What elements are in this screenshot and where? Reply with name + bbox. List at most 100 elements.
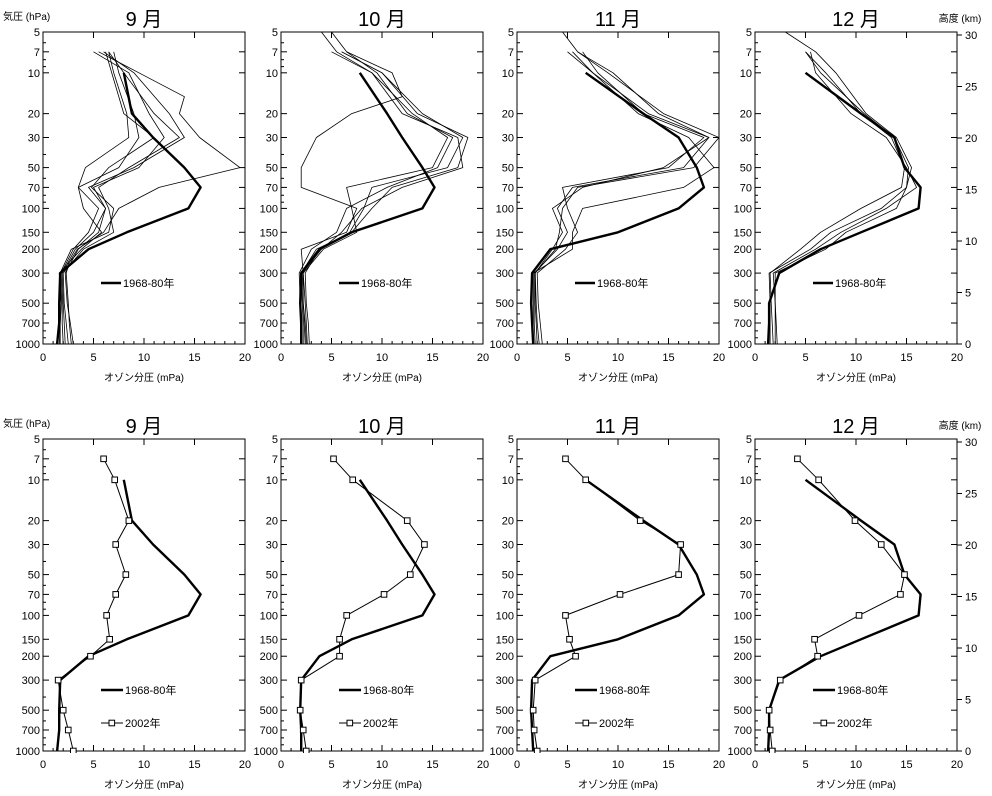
data-point-2002	[111, 476, 119, 484]
pressure-tick-label: 300	[22, 268, 40, 280]
pressure-tick-label: 20	[28, 516, 40, 528]
data-point-2002	[403, 517, 411, 524]
x-tick-label: 5	[802, 352, 808, 364]
x-axis-label: オゾン分圧 (mPa)	[104, 779, 184, 791]
x-tick-label: 15	[662, 759, 674, 771]
data-point-2002	[421, 541, 428, 548]
x-tick-label: 0	[40, 352, 46, 364]
height-tick-label: 10	[965, 236, 977, 248]
pressure-tick-label: 70	[740, 182, 752, 194]
x-tick-label: 20	[239, 352, 251, 364]
pressure-tick-label: 1000	[728, 746, 752, 758]
pressure-tick-label: 30	[502, 133, 514, 145]
pressure-tick-label: 50	[502, 163, 514, 175]
pressure-tick-label: 20	[740, 516, 752, 528]
pressure-tick-label: 1000	[16, 746, 40, 758]
pressure-tick-label: 300	[496, 675, 514, 687]
legend-mean-label: 1968-80年	[123, 276, 174, 290]
data-point-2002	[811, 635, 818, 643]
x-tick-label: 15	[426, 759, 438, 771]
data-point-2002	[336, 635, 343, 643]
pressure-tick-label: 7	[508, 454, 514, 466]
pressure-tick-label: 5	[34, 434, 40, 446]
series-group	[765, 455, 922, 753]
x-axis-label: オゾン分圧 (mPa)	[816, 779, 896, 791]
data-point-2002	[814, 652, 821, 660]
mean-profile-line	[766, 71, 922, 345]
data-point-2002	[851, 517, 859, 524]
pressure-tick-label: 700	[22, 725, 40, 737]
height-tick-label: 25	[965, 489, 977, 501]
pressure-tick-label: 300	[22, 675, 40, 687]
data-point-2002	[675, 571, 682, 578]
individual-profile-line	[533, 51, 710, 345]
x-axis-label: オゾン分圧 (mPa)	[104, 372, 184, 384]
data-point-2002	[566, 635, 573, 643]
legend: 1968-80年 2002年	[813, 683, 888, 730]
pressure-tick-label: 300	[734, 268, 752, 280]
series-group	[296, 455, 436, 753]
pressure-tick-label: 100	[260, 610, 278, 622]
data-point-2002	[877, 541, 885, 548]
pressure-tick-label: 1000	[16, 339, 40, 351]
data-point-2002	[768, 747, 776, 753]
pressure-tick-label: 20	[28, 109, 40, 121]
data-point-2002	[299, 726, 307, 734]
pressure-tick-label: 1000	[254, 339, 278, 351]
profile-2002-line	[299, 458, 425, 752]
pressure-tick-label: 70	[502, 589, 514, 601]
pressure-tick-label: 500	[22, 705, 40, 717]
pressure-tick-label: 100	[22, 610, 40, 622]
legend-mean-label: 1968-80年	[599, 683, 650, 697]
legend-mean-label: 1968-80年	[837, 683, 888, 697]
legend: 1968-80年	[339, 276, 412, 290]
legend-2002-marker	[346, 719, 354, 727]
data-point-2002	[122, 571, 130, 578]
data-point-2002	[302, 747, 310, 753]
individual-profile-line	[772, 51, 917, 345]
series-group	[766, 31, 922, 345]
pressure-tick-label: 200	[496, 651, 514, 663]
height-axis-label: 高度 (km)	[939, 12, 982, 25]
x-tick-label: 5	[328, 759, 334, 771]
data-point-2002	[901, 571, 908, 578]
pressure-tick-label: 200	[22, 244, 40, 256]
x-axis-label: オゾン分圧 (mPa)	[578, 372, 658, 384]
mean-profile-line	[766, 478, 922, 752]
x-tick-label: 0	[514, 759, 520, 771]
x-axis-label: オゾン分圧 (mPa)	[816, 372, 896, 384]
pressure-tick-label: 300	[260, 268, 278, 280]
pressure-tick-label: 70	[266, 589, 278, 601]
individual-profile-line	[536, 51, 705, 345]
pressure-tick-label: 700	[734, 318, 752, 330]
pressure-tick-label: 10	[28, 68, 40, 80]
panel-title: 12 月	[832, 9, 880, 31]
x-tick-label: 10	[612, 759, 624, 771]
pressure-tick-label: 50	[740, 570, 752, 582]
pressure-tick-label: 500	[260, 298, 278, 310]
data-point-2002	[562, 612, 569, 619]
mean-profile-line	[529, 478, 706, 752]
pressure-tick-label: 70	[502, 182, 514, 194]
pressure-tick-label: 500	[734, 705, 752, 717]
legend-mean-label: 1968-80年	[363, 683, 414, 697]
x-tick-label: 10	[376, 759, 388, 771]
individual-profile-line	[534, 31, 710, 345]
pressure-tick-label: 10	[740, 68, 752, 80]
series-group	[54, 455, 202, 753]
pressure-tick-label: 100	[260, 203, 278, 215]
pressure-tick-label: 200	[22, 651, 40, 663]
pressure-tick-label: 5	[746, 434, 752, 446]
pressure-tick-label: 7	[508, 47, 514, 59]
x-tick-label: 15	[188, 352, 200, 364]
panel-title: 10 月	[358, 9, 406, 31]
x-tick-label: 5	[328, 352, 334, 364]
individual-profile-line	[62, 51, 180, 345]
legend-2002-marker	[582, 719, 590, 727]
legend-2002-label: 2002年	[363, 716, 398, 730]
individual-profile-line	[774, 31, 912, 344]
data-point-2002	[296, 706, 304, 714]
